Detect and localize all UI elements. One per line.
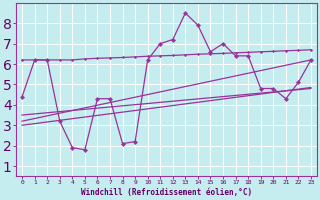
X-axis label: Windchill (Refroidissement éolien,°C): Windchill (Refroidissement éolien,°C) [81,188,252,197]
